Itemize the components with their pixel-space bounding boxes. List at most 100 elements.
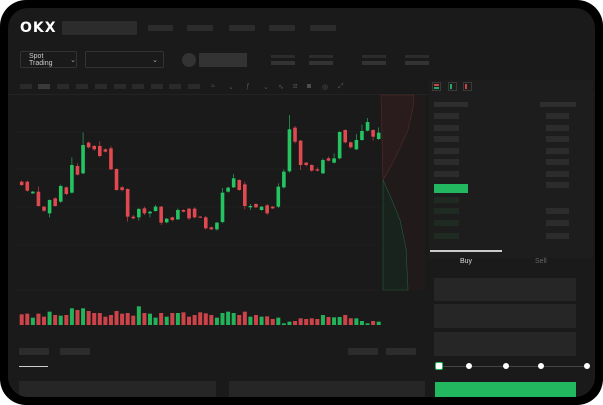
- tab-underline: [19, 366, 48, 367]
- timeframe-button[interactable]: [151, 84, 163, 89]
- timeframe-button[interactable]: [95, 84, 107, 89]
- candle-body: [92, 146, 97, 150]
- volume-bar: [19, 314, 24, 325]
- timeframe-button[interactable]: [132, 84, 144, 89]
- orderbook-bids-icon[interactable]: [448, 82, 457, 91]
- candle-body: [349, 142, 353, 148]
- chevron-down-icon[interactable]: ⌄: [263, 84, 269, 91]
- ask-price: [434, 159, 459, 165]
- timeframe-button[interactable]: [76, 84, 88, 89]
- volume-bar: [371, 321, 376, 325]
- slider-stop-75[interactable]: [538, 363, 544, 369]
- candle-body: [220, 192, 225, 222]
- nav-item[interactable]: [187, 25, 213, 31]
- total-input[interactable]: [434, 332, 576, 356]
- candle-body: [298, 140, 303, 165]
- candle-body: [243, 184, 247, 206]
- camera-icon[interactable]: ◙: [307, 83, 312, 90]
- nav-item[interactable]: [229, 25, 255, 31]
- line-icon[interactable]: ∿: [278, 84, 284, 91]
- volume-bar: [365, 323, 370, 325]
- candle-body: [198, 216, 202, 218]
- bid-price: [434, 233, 459, 239]
- volume-bar: [142, 313, 147, 325]
- slider-stop-25[interactable]: [466, 363, 472, 369]
- candle-body: [270, 206, 275, 209]
- ask-price: [434, 171, 459, 177]
- volume-bar: [237, 315, 242, 325]
- candle-body: [276, 186, 281, 207]
- indicator-icon[interactable]: ƒ: [246, 83, 250, 90]
- fullscreen-icon[interactable]: ⤢: [338, 83, 344, 90]
- settings-icon[interactable]: ◎: [322, 84, 329, 91]
- tab-open-orders[interactable]: [19, 348, 49, 355]
- volume-bar: [298, 318, 303, 325]
- candle-body: [265, 205, 269, 214]
- ask-amount: [546, 171, 569, 177]
- volume-bar: [192, 315, 197, 325]
- assets-panel: [229, 381, 425, 397]
- candle-body: [203, 217, 208, 229]
- price-input[interactable]: [434, 278, 576, 301]
- buy-button[interactable]: [435, 382, 576, 397]
- candle-body: [164, 218, 169, 223]
- timeframe-button[interactable]: [188, 84, 200, 89]
- slider-stop-100[interactable]: [584, 363, 590, 369]
- ruler-icon[interactable]: ⧄: [293, 83, 298, 90]
- candle-body: [365, 122, 370, 131]
- volume-bar: [97, 313, 102, 325]
- pair-selector[interactable]: ⌄: [85, 51, 164, 68]
- ask-amount: [546, 148, 569, 154]
- candle-body: [187, 208, 191, 219]
- timeframe-button[interactable]: [57, 84, 69, 89]
- tab-order-history[interactable]: [60, 348, 90, 355]
- tab-sell[interactable]: Sell: [535, 258, 547, 265]
- orderbook-both-icon[interactable]: [432, 82, 441, 91]
- nav-item[interactable]: [148, 25, 173, 31]
- candle-body: [309, 165, 314, 171]
- candle-body: [371, 130, 375, 137]
- candlestick-chart[interactable]: [8, 8, 595, 397]
- candle-body: [81, 145, 85, 174]
- candle-body: [159, 206, 163, 223]
- search-bar[interactable]: [62, 21, 137, 35]
- candle-body: [86, 142, 91, 148]
- nav-item[interactable]: [310, 25, 336, 31]
- amount-input[interactable]: [434, 304, 576, 328]
- volume-bar: [136, 306, 141, 325]
- filter-button[interactable]: [348, 348, 378, 355]
- slider-stop-50[interactable]: [503, 363, 509, 369]
- volume-bar: [58, 315, 63, 325]
- spot-trading-dropdown[interactable]: Spot Trading ⌄: [20, 51, 77, 68]
- ask-amount: [546, 182, 569, 188]
- timeframe-button[interactable]: [169, 84, 181, 89]
- orderbook-header: [540, 102, 576, 107]
- timeframe-button[interactable]: [114, 84, 126, 89]
- amount-slider[interactable]: [440, 366, 588, 367]
- candle-body: [360, 131, 364, 140]
- ask-amount: [546, 125, 569, 131]
- timeframe-button[interactable]: [38, 84, 50, 89]
- chevron-down-icon[interactable]: ⌄: [228, 84, 234, 91]
- okx-logo: OKX: [20, 20, 57, 36]
- candle-body: [153, 206, 158, 211]
- candle-body: [19, 181, 24, 185]
- tab-buy[interactable]: Buy: [460, 258, 473, 265]
- filter-button[interactable]: [386, 348, 416, 355]
- nav-item[interactable]: [269, 25, 295, 31]
- candle-body: [125, 189, 130, 217]
- candle-body: [293, 127, 297, 142]
- trading-screen: OKX Spot Trading ⌄ ⌄ ≈ ⌄ ƒ ⌄ ∿ ⧄ ◙ ◎ ⤢ Bu…: [8, 8, 595, 397]
- slider-handle[interactable]: [435, 362, 443, 370]
- volume-bar: [354, 318, 359, 325]
- orderbook-asks-icon[interactable]: [463, 82, 472, 91]
- volume-bar: [198, 312, 203, 325]
- timeframe-button[interactable]: [20, 84, 32, 89]
- orders-panel: [19, 381, 216, 397]
- buy-tab-underline: [430, 250, 502, 252]
- volume-bar: [231, 313, 236, 325]
- candle-body: [248, 206, 253, 208]
- volume-bar: [287, 321, 292, 325]
- chart-type-icon[interactable]: ≈: [211, 83, 215, 90]
